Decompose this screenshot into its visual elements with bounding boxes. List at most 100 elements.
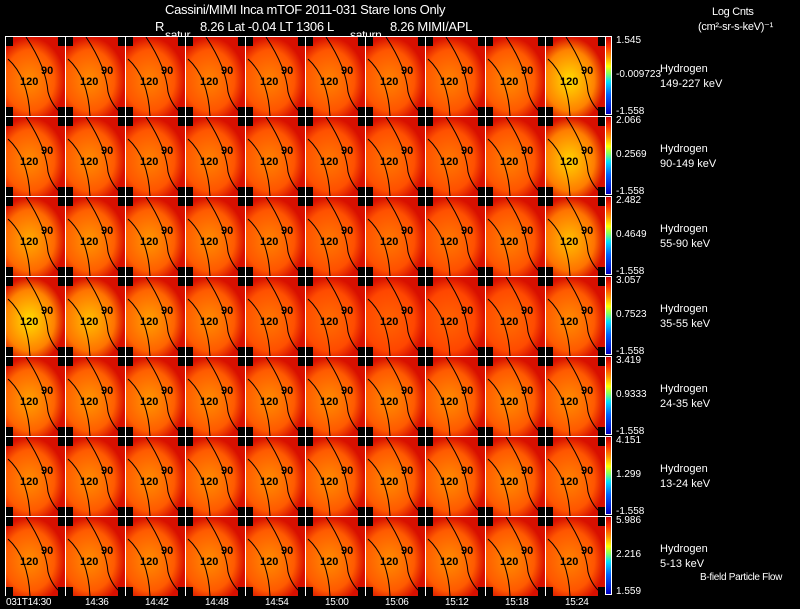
colorbar-min: -1.558 (616, 426, 645, 437)
image-panel: 120 90 (305, 116, 365, 196)
contour-label: 90 (461, 385, 473, 397)
colorbar-mid: 0.9333 (616, 389, 647, 400)
units-label: Log Cnts (712, 6, 754, 18)
contour-lines: 120 90 (7, 437, 65, 516)
contour-label: 120 (560, 396, 578, 408)
contour-label: 90 (581, 465, 593, 477)
colorbar-mid: 1.299 (616, 469, 642, 480)
contour-label: 120 (380, 476, 398, 488)
contour-label: 120 (260, 156, 278, 168)
image-panel: 120 90 (485, 356, 545, 436)
contour-label: 120 (560, 156, 578, 168)
contour-label: 90 (581, 225, 593, 237)
contour-label: 90 (521, 305, 533, 317)
contour-label: 120 (320, 476, 338, 488)
contour-lines: 120 90 (547, 37, 605, 116)
image-panel: 120 90 (305, 276, 365, 356)
colorbar-min: -1.558 (616, 106, 645, 117)
contour-label: 90 (461, 545, 473, 557)
row-energy: 5-13 keV (660, 558, 705, 570)
contour-label: 120 (380, 316, 398, 328)
contour-lines: 120 90 (427, 37, 485, 116)
colorbar (605, 356, 612, 435)
contour-label: 120 (560, 236, 578, 248)
contour-lines: 120 90 (7, 37, 65, 116)
contour-lines: 120 90 (427, 437, 485, 516)
contour-label: 120 (500, 76, 518, 88)
contour-label: 90 (41, 465, 53, 477)
contour-lines: 120 90 (67, 37, 125, 116)
image-panel: 120 90 (125, 436, 185, 516)
image-panel: 120 90 (65, 116, 125, 196)
contour-lines: 120 90 (307, 277, 365, 356)
colorbar-mid: 0.2569 (616, 149, 647, 160)
contour-lines: 120 90 (187, 437, 245, 516)
contour-lines: 120 90 (487, 357, 545, 436)
contour-label: 120 (260, 556, 278, 568)
contour-label: 90 (341, 305, 353, 317)
contour-label: 90 (281, 545, 293, 557)
image-panel: 120 90 (245, 116, 305, 196)
image-panel: 120 90 (545, 436, 605, 516)
contour-lines: 120 90 (7, 197, 65, 276)
colorbar-max: 4.151 (616, 435, 642, 446)
row-species: Hydrogen (660, 463, 708, 475)
contour-lines: 120 90 (307, 117, 365, 196)
colorbar (605, 276, 612, 355)
contour-label: 120 (440, 556, 458, 568)
row-species: Hydrogen (660, 63, 708, 75)
contour-label: 120 (320, 236, 338, 248)
contour-label: 90 (221, 545, 233, 557)
image-panel: 120 90 (545, 356, 605, 436)
contour-label: 120 (140, 316, 158, 328)
contour-lines: 120 90 (427, 277, 485, 356)
contour-label: 120 (80, 476, 98, 488)
contour-label: 90 (341, 65, 353, 77)
contour-label: 120 (440, 236, 458, 248)
contour-lines: 120 90 (247, 517, 305, 596)
colorbar-min: -1.558 (616, 346, 645, 357)
image-panel: 120 90 (185, 36, 245, 116)
time-tick-label: 14:54 (265, 597, 289, 608)
contour-lines: 120 90 (7, 357, 65, 436)
contour-lines: 120 90 (307, 197, 365, 276)
contour-label: 90 (521, 465, 533, 477)
row-energy: 149-227 keV (660, 78, 723, 90)
image-panel: 120 90 (5, 356, 65, 436)
contour-lines: 120 90 (307, 357, 365, 436)
contour-label: 90 (281, 225, 293, 237)
contour-label: 90 (161, 385, 173, 397)
colorbar-max: 1.545 (616, 35, 642, 46)
contour-label: 90 (461, 65, 473, 77)
image-panel: 120 90 (65, 516, 125, 596)
contour-label: 120 (140, 76, 158, 88)
contour-label: 90 (221, 145, 233, 157)
image-panel: 120 90 (425, 36, 485, 116)
time-tick-label: 14:36 (85, 597, 109, 608)
contour-label: 120 (560, 476, 578, 488)
image-panel: 120 90 (425, 116, 485, 196)
contour-label: 90 (101, 305, 113, 317)
contour-label: 90 (341, 545, 353, 557)
contour-lines: 120 90 (487, 37, 545, 116)
contour-lines: 120 90 (67, 437, 125, 516)
image-panel: 120 90 (185, 276, 245, 356)
image-panel: 120 90 (245, 436, 305, 516)
colorbar-max: 2.066 (616, 115, 642, 126)
contour-label: 90 (221, 65, 233, 77)
image-panel: 120 90 (365, 196, 425, 276)
contour-label: 120 (500, 396, 518, 408)
image-panel: 120 90 (245, 36, 305, 116)
contour-label: 120 (140, 156, 158, 168)
contour-label: 120 (440, 316, 458, 328)
contour-label: 90 (221, 385, 233, 397)
contour-lines: 120 90 (307, 517, 365, 596)
row-species: Hydrogen (660, 543, 708, 555)
contour-lines: 120 90 (547, 277, 605, 356)
contour-label: 90 (401, 465, 413, 477)
contour-lines: 120 90 (127, 117, 185, 196)
contour-lines: 120 90 (67, 117, 125, 196)
contour-label: 90 (161, 65, 173, 77)
contour-lines: 120 90 (487, 437, 545, 516)
contour-label: 120 (380, 236, 398, 248)
